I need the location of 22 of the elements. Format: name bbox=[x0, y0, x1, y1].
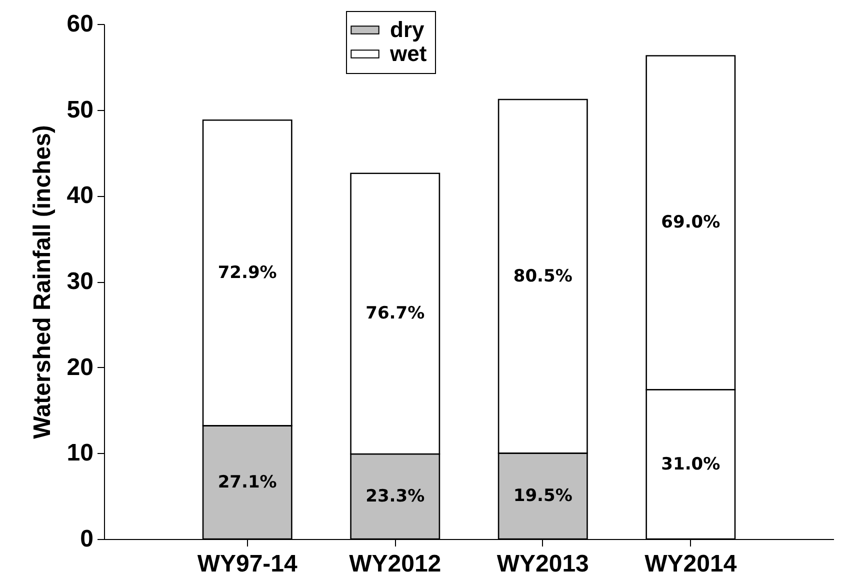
y-axis-title: Watershed Rainfall (inches) bbox=[28, 125, 56, 439]
y-tick-label: 10 bbox=[66, 440, 94, 467]
x-tick-label: WY97-14 bbox=[197, 550, 298, 578]
annotation: 23.3% bbox=[366, 486, 425, 507]
annotation: 76.7% bbox=[366, 304, 425, 324]
x-tick-label: WY2012 bbox=[349, 550, 442, 578]
annotation: 31.0% bbox=[661, 454, 720, 474]
annotation: 69.0% bbox=[661, 212, 720, 233]
annotation: 19.5% bbox=[513, 486, 572, 506]
x-tick-label: WY2014 bbox=[644, 550, 738, 578]
y-tick-label: 20 bbox=[66, 354, 94, 381]
y-tick-label: 60 bbox=[66, 10, 94, 38]
annotation: 80.5% bbox=[513, 266, 572, 286]
annotation: 72.9% bbox=[218, 262, 277, 283]
x-tick-label: WY2013 bbox=[496, 550, 589, 578]
legend-label: dry bbox=[390, 17, 425, 42]
annotation: 27.1% bbox=[218, 472, 277, 492]
y-tick-label: 40 bbox=[66, 182, 94, 210]
legend-label: wet bbox=[389, 41, 428, 66]
y-tick-label: 50 bbox=[66, 96, 94, 124]
y-tick-label: 0 bbox=[80, 526, 94, 552]
y-tick-label: 30 bbox=[66, 268, 94, 295]
